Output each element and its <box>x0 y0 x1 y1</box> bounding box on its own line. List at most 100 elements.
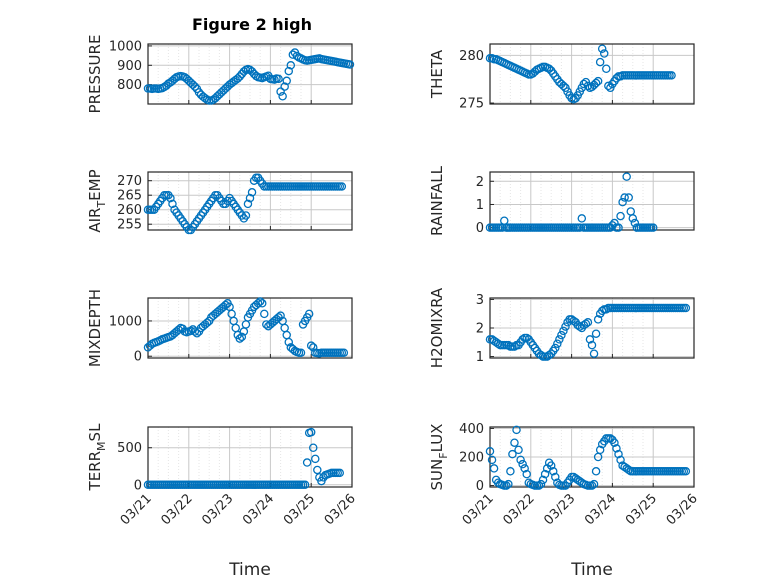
data-point <box>587 340 597 350</box>
y-axis-label: RAINFALL <box>428 165 446 236</box>
y-axis-label: SUNFLUX <box>428 424 450 491</box>
data-point <box>508 449 517 459</box>
y-tick-label: 1000 <box>109 39 142 54</box>
data-point <box>502 481 511 490</box>
data-point <box>577 214 587 223</box>
data-point <box>616 211 625 221</box>
grid-lines <box>490 44 694 104</box>
figure-title: Figure 2 high <box>192 15 312 34</box>
data-point <box>276 311 285 320</box>
y-tick-label: 200 <box>459 451 484 466</box>
y-tick-label: 1 <box>476 350 484 365</box>
data-point <box>522 469 531 479</box>
data-point <box>593 315 603 324</box>
data-point <box>546 461 556 470</box>
axes-frame <box>147 171 353 231</box>
data-point <box>282 76 291 86</box>
data-point <box>235 72 245 81</box>
data-point <box>587 481 597 490</box>
data-point <box>536 479 546 489</box>
data-point <box>555 335 564 344</box>
x-tick-label: 03/23 <box>199 491 236 528</box>
axes-frame <box>489 171 695 231</box>
data-point <box>589 479 599 489</box>
data-point <box>221 300 230 310</box>
data-point <box>579 79 589 89</box>
data-point <box>192 329 202 338</box>
data-point <box>591 467 601 476</box>
data-point <box>589 349 599 358</box>
data-point <box>504 479 513 489</box>
data-point <box>591 329 601 338</box>
data-point <box>166 193 175 203</box>
data-point <box>337 182 347 191</box>
data-point <box>536 350 546 360</box>
data-point <box>551 472 560 482</box>
y-tick-label: 0 <box>476 221 484 236</box>
data-point <box>512 425 521 435</box>
data-point <box>681 467 691 476</box>
y-tick-label: 265 <box>117 189 142 204</box>
data-point <box>247 188 257 197</box>
data-point <box>583 81 593 91</box>
series-markers <box>485 425 691 490</box>
data-point <box>591 78 601 88</box>
data-point <box>231 323 240 333</box>
subplot-theta: 275 280 THETA <box>428 43 695 112</box>
x-tick-label: 03/26 <box>664 491 701 528</box>
data-point <box>557 330 566 340</box>
data-point <box>518 459 527 469</box>
data-point <box>616 455 625 465</box>
series-markers <box>143 173 347 235</box>
data-point <box>239 67 249 76</box>
data-point <box>308 343 318 352</box>
series-markers <box>485 172 658 232</box>
data-point <box>276 87 285 96</box>
data-point <box>304 309 314 319</box>
data-point <box>174 325 183 335</box>
x-tick-label: 03/24 <box>240 491 277 528</box>
data-point <box>282 330 291 340</box>
y-axis-label: PRESSURE <box>86 35 104 114</box>
data-point <box>551 343 560 353</box>
data-point <box>335 468 345 478</box>
data-point <box>575 223 585 232</box>
data-point <box>241 320 251 329</box>
subplot-pressure: 800 900 1000 PRESSURE <box>86 35 355 114</box>
data-point <box>648 223 658 232</box>
data-point <box>292 51 302 61</box>
data-point <box>493 339 503 348</box>
data-point <box>253 299 263 308</box>
data-point <box>257 299 267 308</box>
data-point <box>553 339 562 348</box>
data-point <box>514 445 523 455</box>
data-point <box>583 318 593 327</box>
x-tick-label: 03/25 <box>623 491 660 528</box>
data-point <box>504 340 513 350</box>
y-tick-label: 0 <box>134 350 142 365</box>
x-tick-label: 03/22 <box>159 491 196 528</box>
data-point <box>624 193 633 202</box>
data-point <box>278 92 287 101</box>
data-point <box>624 465 633 475</box>
data-point <box>190 82 200 91</box>
data-point <box>262 320 271 329</box>
data-point <box>284 66 294 76</box>
y-tick-label: 400 <box>459 422 484 437</box>
data-point <box>595 57 605 67</box>
y-tick-label: 275 <box>459 97 484 112</box>
x-axis-label: Time <box>228 560 271 580</box>
data-point <box>345 60 355 69</box>
data-point <box>243 199 253 209</box>
x-tick-label: 03/24 <box>582 491 619 528</box>
data-point <box>280 323 289 333</box>
data-point <box>620 193 629 202</box>
data-point <box>593 76 603 86</box>
data-point <box>540 469 550 479</box>
data-point <box>610 438 619 447</box>
data-point <box>510 438 519 447</box>
data-point <box>311 454 320 464</box>
y-tick-label: 255 <box>117 218 142 233</box>
data-point <box>202 318 212 327</box>
